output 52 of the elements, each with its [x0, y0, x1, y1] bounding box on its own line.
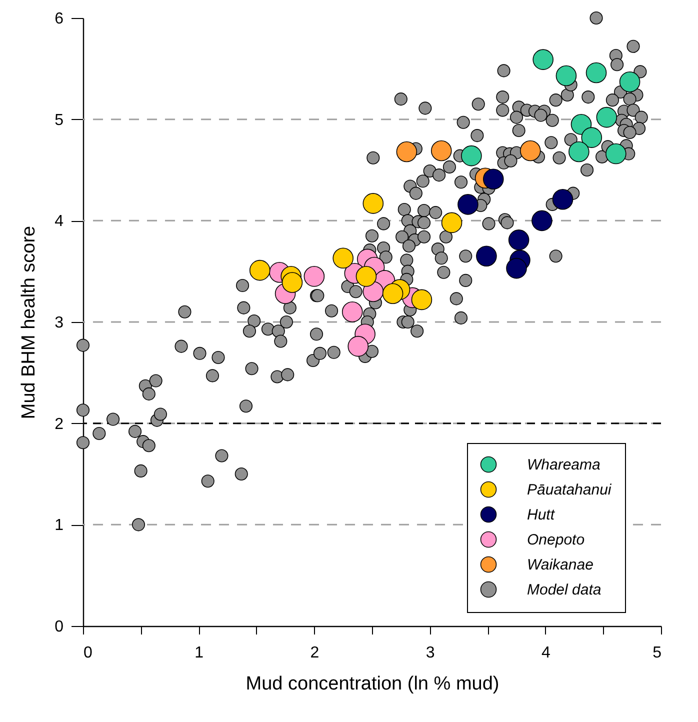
legend-label: Onepoto: [527, 532, 585, 548]
point: [482, 168, 504, 190]
point: [606, 143, 626, 164]
point: [556, 65, 577, 86]
y-tick-label: 5: [54, 112, 64, 129]
x-tick-label: 4: [541, 644, 550, 662]
point: [382, 283, 404, 304]
legend-label: Whareama: [527, 456, 600, 474]
point: [430, 140, 452, 162]
point: [282, 272, 303, 293]
point: [532, 49, 554, 70]
point: [411, 289, 432, 310]
point: [441, 212, 462, 234]
point: [508, 230, 530, 250]
point: [356, 266, 377, 287]
point: [461, 145, 482, 166]
y-tick-label: 0: [54, 618, 64, 636]
point: [552, 189, 574, 210]
point: [570, 114, 592, 135]
x-tick-label: 3: [426, 644, 435, 662]
point: [458, 194, 478, 215]
y-tick-label: 1: [54, 517, 64, 534]
legend-label: Waikanae: [527, 556, 594, 574]
point: [581, 127, 602, 148]
point: [506, 258, 527, 279]
point: [532, 210, 552, 232]
legend-label: Hutt: [527, 506, 556, 524]
y-tick-label: 6: [54, 10, 64, 28]
y-tick-label: 3: [54, 314, 64, 332]
legend-label: Pāuatahanui: [527, 482, 612, 498]
point: [332, 248, 354, 269]
y-axis-title: Mud BHM health score: [18, 226, 40, 420]
x-tick-label: 5: [652, 644, 662, 662]
point: [568, 141, 590, 162]
point: [520, 140, 541, 162]
point: [342, 301, 363, 322]
point: [362, 193, 384, 214]
point: [304, 266, 325, 287]
point: [586, 62, 607, 84]
x-tick-label: 0: [84, 644, 92, 662]
y-tick-label: 4: [54, 213, 64, 230]
point: [396, 141, 418, 162]
point: [249, 260, 270, 281]
x-tick-label: 2: [310, 644, 320, 662]
point: [348, 336, 369, 357]
point: [619, 71, 640, 92]
y-tick-label: 2: [54, 416, 64, 433]
legend-label: Model data: [527, 582, 602, 598]
point: [476, 246, 497, 267]
point: [596, 106, 618, 128]
x-tick-label: 1: [194, 644, 204, 662]
x-axis-title: Mud concentration (ln % mud): [246, 674, 500, 694]
